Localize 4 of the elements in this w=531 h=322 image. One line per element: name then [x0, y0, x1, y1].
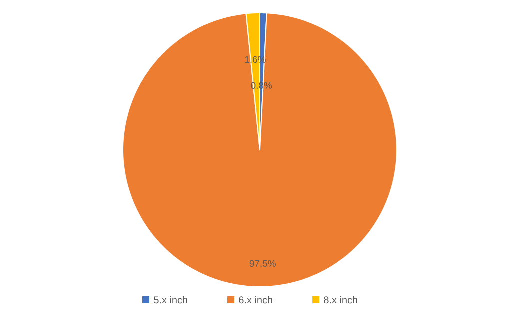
- legend-label: 5.x inch: [154, 296, 188, 304]
- data-label: 97.5%: [250, 260, 276, 268]
- legend-label: 6.x inch: [239, 296, 272, 304]
- legend-label: 8.x inch: [324, 296, 358, 304]
